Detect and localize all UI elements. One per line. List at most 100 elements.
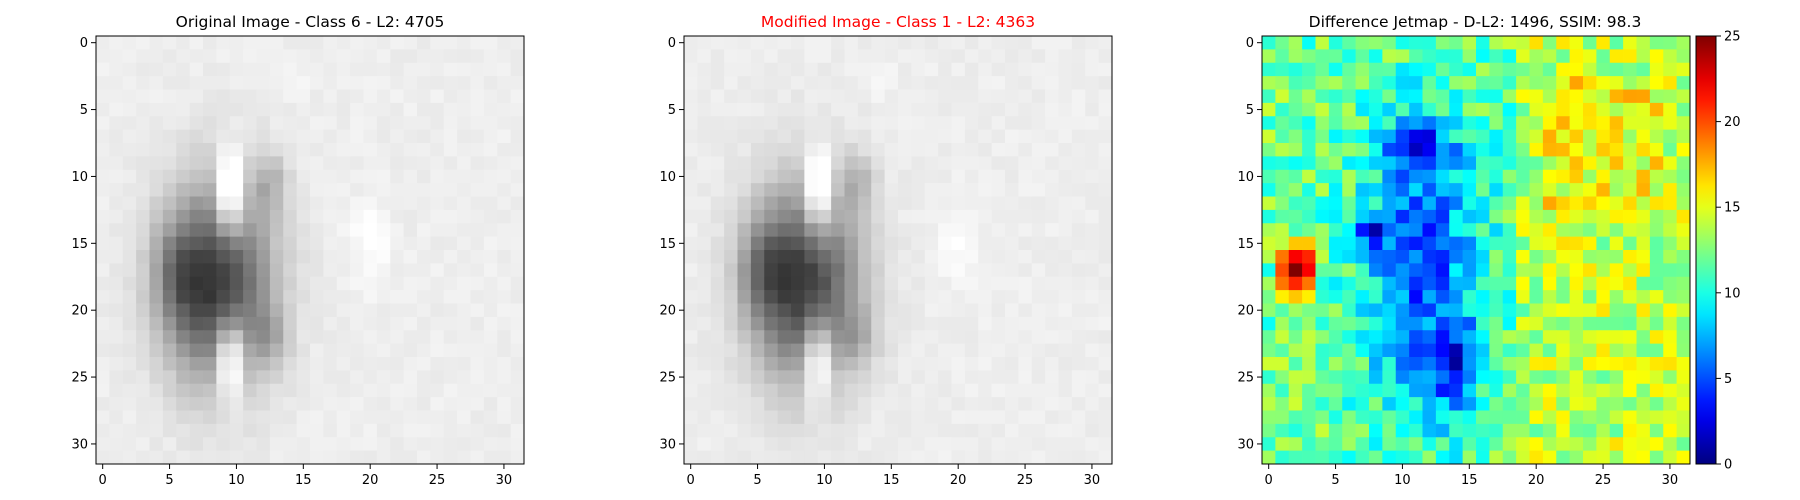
heatmap-cell	[791, 263, 805, 278]
colorbar-frame	[1695, 35, 1717, 465]
heatmap-cell	[1302, 129, 1316, 144]
heatmap-cell	[1516, 209, 1530, 224]
heatmap-cell	[817, 450, 832, 465]
heatmap-cell	[403, 102, 418, 117]
heatmap-cell	[1489, 423, 1504, 438]
heatmap-cell	[1085, 116, 1099, 130]
heatmap-cell	[1583, 76, 1597, 90]
heatmap-cell	[109, 116, 124, 130]
heatmap-cell	[1583, 250, 1597, 264]
heatmap-cell	[136, 330, 150, 344]
heatmap-cell	[857, 209, 872, 224]
heatmap-cell	[1342, 410, 1356, 425]
heatmap-cell	[1018, 129, 1033, 144]
heatmap-cell	[1569, 89, 1584, 104]
heatmap-cell	[831, 250, 845, 264]
heatmap-cell	[1409, 102, 1423, 117]
heatmap-cell	[938, 316, 952, 331]
heatmap-cell	[1449, 410, 1463, 425]
heatmap-cell	[1596, 263, 1611, 278]
heatmap-cell	[750, 383, 765, 398]
heatmap-cell	[296, 343, 311, 358]
heatmap-cell	[1315, 116, 1330, 130]
heatmap-cell	[1609, 410, 1624, 425]
heatmap-cell	[403, 183, 418, 197]
heatmap-cell	[951, 263, 966, 278]
heatmap-cell	[1395, 169, 1410, 184]
heatmap-cell	[430, 276, 445, 291]
heatmap-cell	[1085, 36, 1099, 50]
heatmap-cell	[216, 49, 231, 64]
heatmap-cell	[1502, 156, 1517, 171]
heatmap-cell	[457, 330, 471, 344]
heatmap-cell	[1098, 263, 1113, 278]
heatmap-cell	[1275, 263, 1290, 278]
heatmap-cell	[189, 330, 204, 344]
heatmap-cell	[777, 330, 792, 344]
heatmap-cell	[1663, 236, 1677, 251]
heatmap-cell	[1315, 236, 1330, 251]
heatmap-cell	[470, 102, 485, 117]
heatmap-cell	[470, 49, 485, 64]
heatmap-cell	[737, 36, 752, 50]
heatmap-cell	[1596, 290, 1611, 304]
heatmap-cell	[216, 89, 231, 104]
heatmap-cell	[991, 89, 1006, 104]
heatmap-cell	[1342, 397, 1356, 411]
heatmap-cell	[310, 236, 324, 251]
heatmap-cell	[417, 76, 431, 90]
heatmap-cell	[991, 370, 1006, 385]
heatmap-cell	[443, 209, 458, 224]
heatmap-cell	[310, 423, 324, 438]
heatmap-cell	[176, 143, 190, 157]
heatmap-cell	[1649, 437, 1664, 451]
heatmap-cell	[898, 276, 912, 291]
heatmap-cell	[149, 143, 164, 157]
heatmap-cell	[149, 89, 164, 104]
heatmap-cell	[831, 330, 845, 344]
heatmap-cell	[684, 450, 698, 465]
heatmap-cell	[791, 223, 805, 237]
heatmap-cell	[296, 223, 311, 237]
heatmap-cell	[1422, 370, 1437, 385]
heatmap-cell	[483, 183, 498, 197]
heatmap-cell	[710, 36, 725, 50]
heatmap-cell	[350, 196, 364, 211]
heatmap-cell	[804, 36, 819, 50]
heatmap-cell	[951, 397, 966, 411]
heatmap-cell	[951, 303, 966, 318]
heatmap-cell	[470, 169, 485, 184]
heatmap-cell	[1516, 437, 1530, 451]
heatmap-cell	[376, 423, 391, 438]
heatmap-cell	[1449, 450, 1463, 465]
heatmap-cell	[964, 330, 979, 344]
heatmap-cell	[1098, 383, 1113, 398]
heatmap-cell	[122, 116, 137, 130]
heatmap-cell	[1462, 303, 1477, 318]
heatmap-cell	[978, 437, 992, 451]
heatmap-cell	[764, 357, 778, 371]
heatmap-cell	[1262, 116, 1276, 130]
heatmap-cell	[1395, 49, 1410, 64]
heatmap-cell	[1435, 116, 1450, 130]
heatmap-cell	[1098, 209, 1113, 224]
heatmap-cell	[323, 410, 338, 425]
heatmap-cell	[750, 316, 765, 331]
heatmap-cell	[1018, 357, 1033, 371]
heatmap-cell	[791, 76, 805, 90]
heatmap-cell	[109, 370, 124, 385]
heatmap-cell	[1342, 250, 1356, 264]
heatmap-cell	[1382, 423, 1397, 438]
heatmap-cell	[229, 89, 244, 104]
heatmap-cell	[203, 223, 217, 237]
heatmap-cell	[430, 316, 445, 331]
heatmap-cell	[1262, 102, 1276, 117]
heatmap-cell	[1449, 223, 1463, 237]
heatmap-cell	[430, 196, 445, 211]
heatmap-cell	[430, 36, 445, 50]
heatmap-cell	[430, 370, 445, 385]
heatmap-cell	[243, 423, 257, 438]
heatmap-cell	[777, 357, 792, 371]
heatmap-cell	[1328, 250, 1343, 264]
heatmap-cell	[1556, 169, 1570, 184]
